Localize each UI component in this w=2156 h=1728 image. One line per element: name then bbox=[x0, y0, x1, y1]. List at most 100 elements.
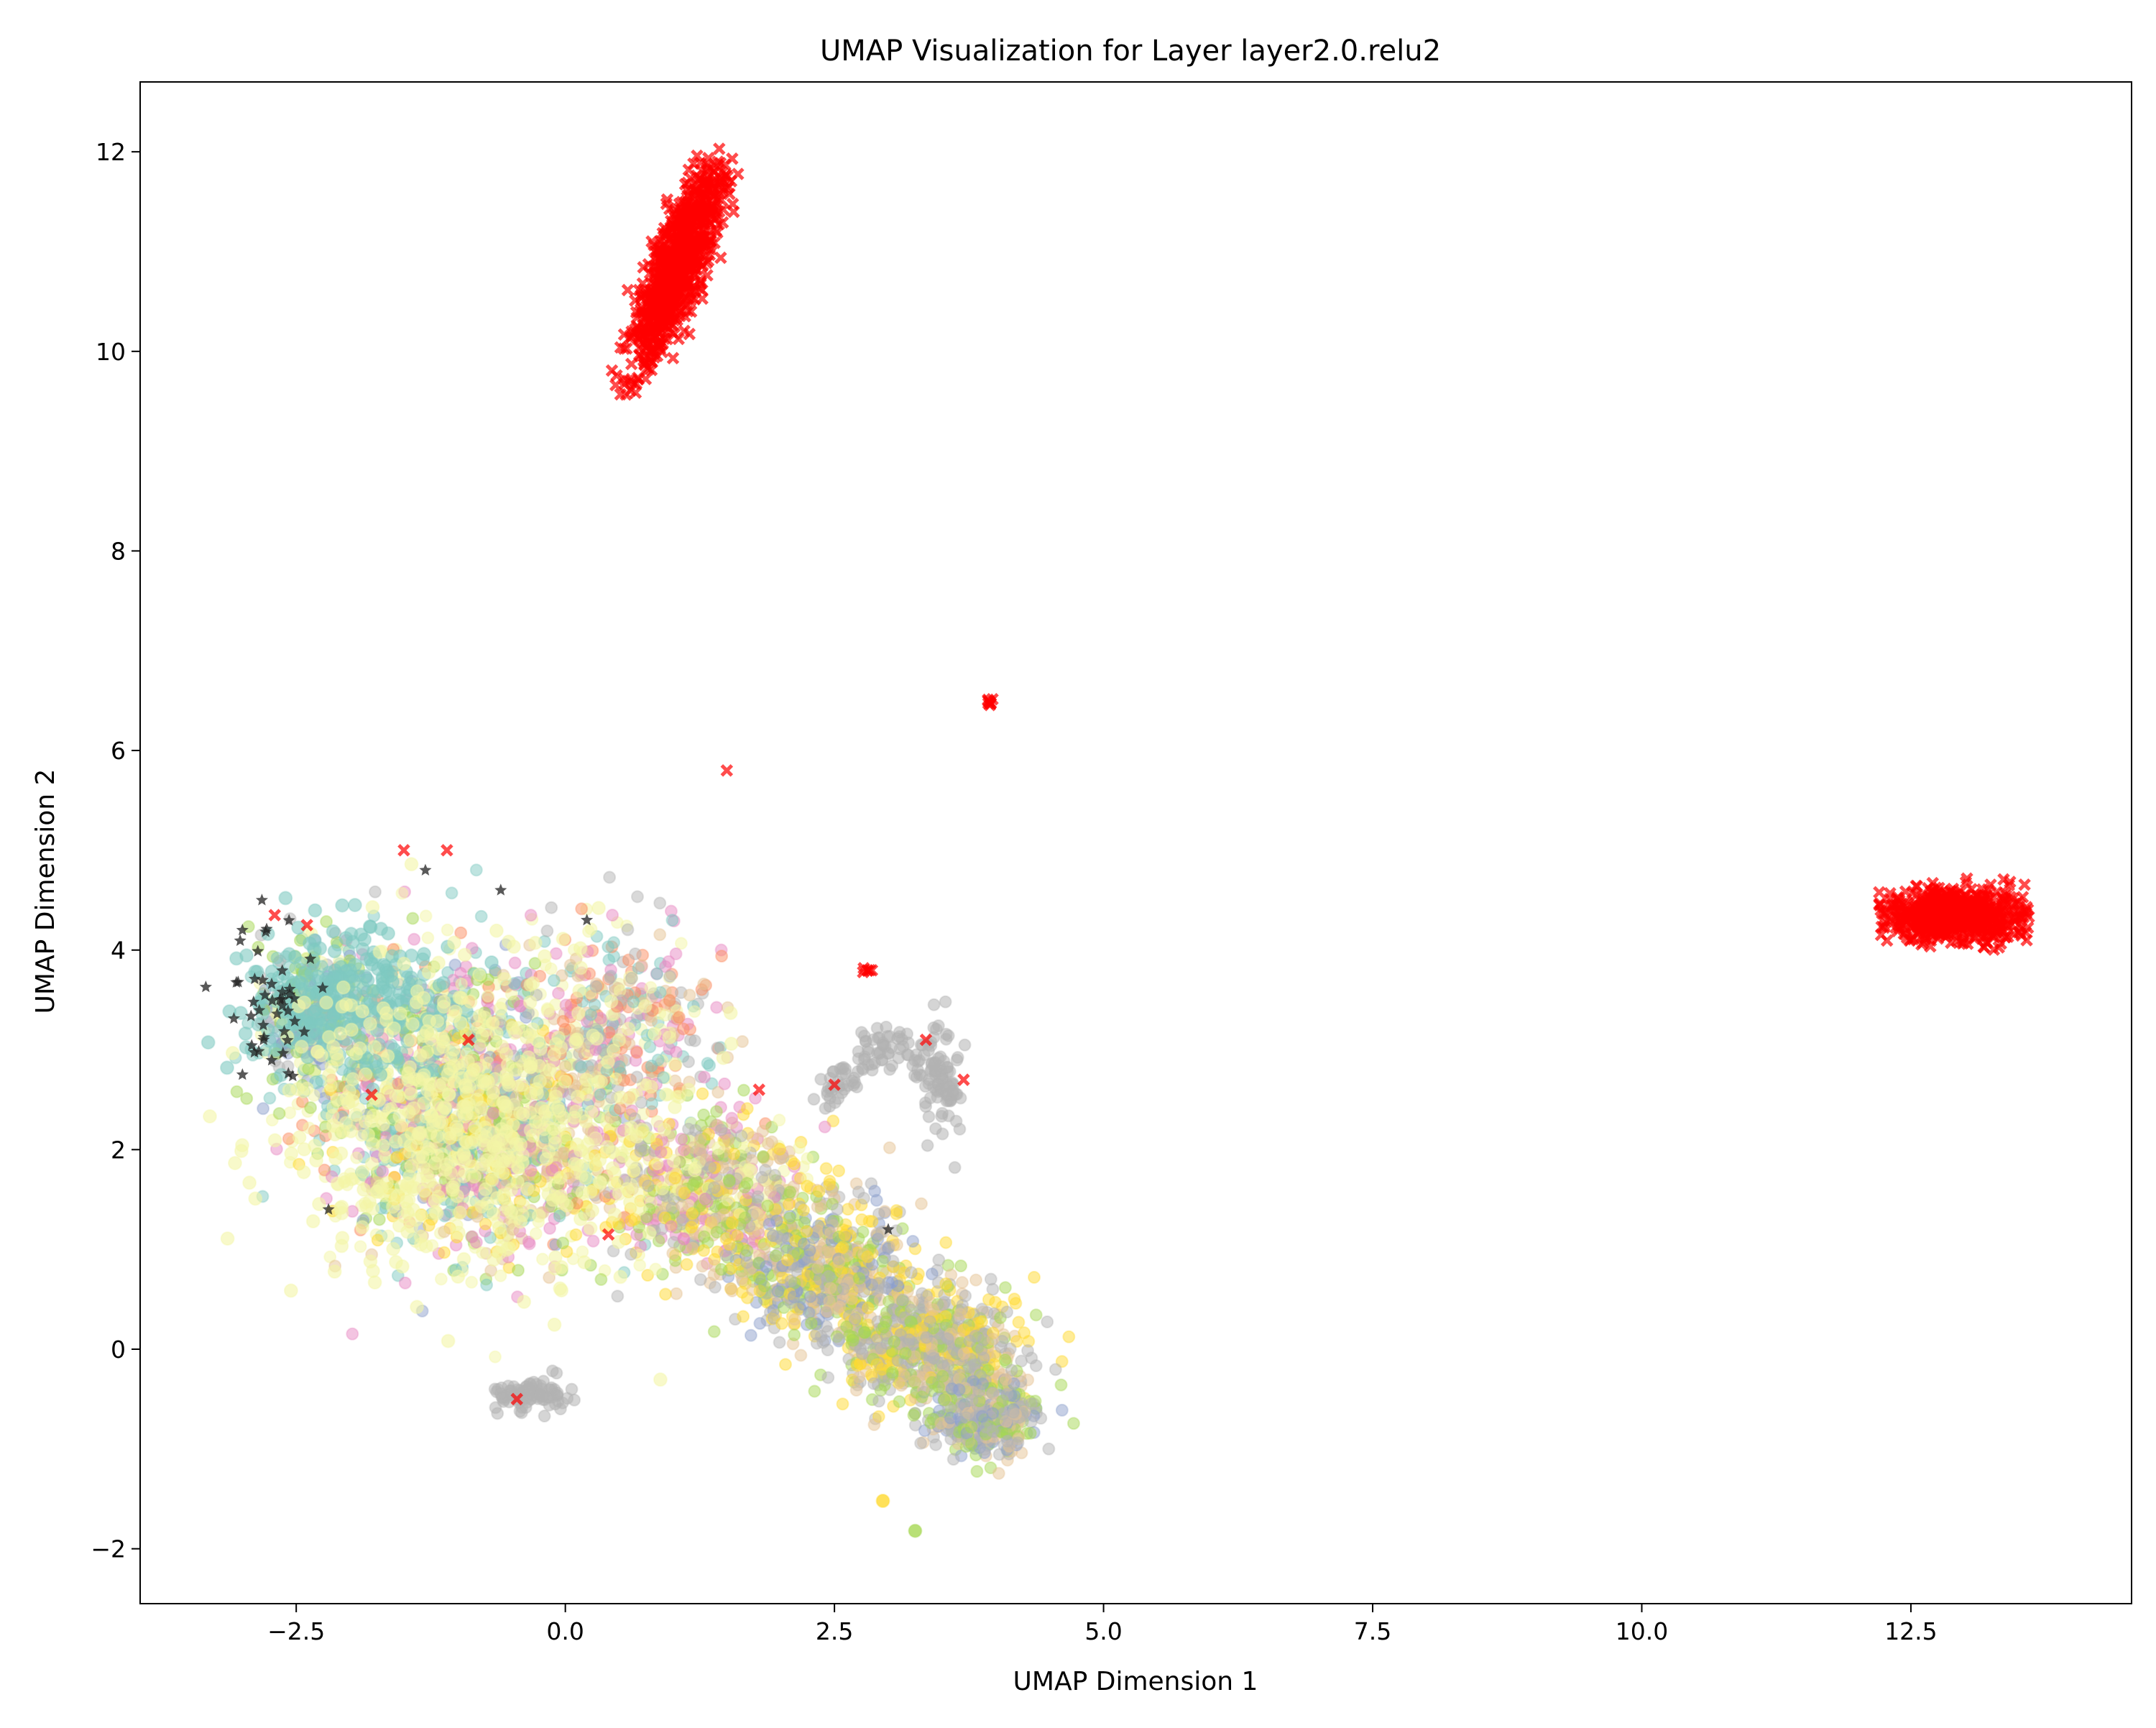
data-point bbox=[838, 1228, 852, 1241]
data-point bbox=[653, 928, 667, 942]
data-point bbox=[633, 1259, 647, 1272]
data-point bbox=[657, 1071, 671, 1084]
data-point bbox=[740, 1102, 754, 1116]
data-point bbox=[872, 1394, 885, 1408]
data-point bbox=[751, 1190, 765, 1203]
data-point bbox=[715, 950, 729, 963]
data-point bbox=[1006, 1405, 1020, 1419]
data-point bbox=[574, 1060, 588, 1074]
data-point bbox=[535, 1252, 549, 1266]
data-point bbox=[407, 932, 421, 946]
data-point bbox=[865, 1215, 879, 1228]
data-point bbox=[398, 1276, 412, 1290]
data-point bbox=[556, 1014, 570, 1028]
data-point bbox=[645, 1097, 659, 1111]
data-point bbox=[557, 1146, 571, 1159]
data-point bbox=[682, 1055, 696, 1069]
data-point bbox=[313, 941, 328, 956]
data-point bbox=[698, 1070, 711, 1084]
data-point bbox=[365, 900, 380, 915]
data-point bbox=[808, 1384, 821, 1398]
data-point bbox=[248, 1191, 263, 1206]
data-point bbox=[575, 902, 589, 916]
data-point bbox=[489, 923, 504, 938]
data-point bbox=[465, 1275, 479, 1289]
data-point bbox=[367, 1039, 382, 1054]
data-point bbox=[650, 967, 664, 980]
data-point bbox=[721, 1193, 734, 1207]
data-point bbox=[586, 1234, 600, 1248]
data-point bbox=[625, 971, 638, 985]
data-point bbox=[606, 909, 619, 922]
data-point bbox=[583, 1221, 598, 1236]
data-point bbox=[708, 1280, 722, 1294]
data-point bbox=[737, 1310, 750, 1323]
data-point bbox=[594, 1088, 607, 1101]
data-point bbox=[553, 1209, 566, 1223]
data-point bbox=[668, 1100, 682, 1115]
data-point bbox=[634, 1144, 648, 1158]
data-point bbox=[682, 1122, 695, 1136]
data-point bbox=[763, 1218, 776, 1231]
data-point bbox=[326, 924, 341, 939]
data-point bbox=[841, 1203, 854, 1216]
data-point bbox=[330, 1176, 345, 1191]
data-point bbox=[718, 1077, 732, 1090]
data-point bbox=[915, 1197, 928, 1210]
data-point bbox=[979, 1420, 992, 1434]
data-point bbox=[381, 926, 396, 941]
data-point bbox=[998, 1354, 1012, 1366]
data-point bbox=[852, 1272, 866, 1285]
data-point bbox=[697, 1244, 711, 1257]
data-point bbox=[992, 1466, 1005, 1480]
data-point bbox=[920, 1331, 934, 1344]
data-point bbox=[257, 1102, 270, 1116]
data-point bbox=[382, 1229, 395, 1243]
data-point bbox=[964, 1437, 978, 1451]
data-point bbox=[303, 1121, 316, 1135]
data-point bbox=[818, 1120, 831, 1134]
data-point bbox=[441, 923, 454, 937]
data-point bbox=[707, 1325, 721, 1338]
data-point bbox=[954, 1308, 967, 1321]
data-point bbox=[268, 1042, 283, 1057]
data-point bbox=[357, 932, 372, 947]
data-point bbox=[824, 1282, 837, 1295]
data-point bbox=[794, 1348, 808, 1362]
data-point bbox=[914, 1436, 928, 1450]
data-point bbox=[761, 1137, 775, 1150]
data-point bbox=[952, 1383, 966, 1397]
data-point bbox=[552, 987, 565, 1000]
data-point bbox=[410, 1300, 425, 1315]
data-point bbox=[630, 1046, 644, 1060]
data-point bbox=[788, 1313, 801, 1326]
data-point bbox=[941, 1332, 954, 1346]
data-point bbox=[677, 1232, 691, 1246]
data-point bbox=[740, 1244, 754, 1257]
data-point bbox=[936, 1369, 949, 1383]
data-point bbox=[848, 1313, 862, 1326]
data-point bbox=[768, 1169, 782, 1182]
data-point bbox=[642, 1179, 655, 1192]
data-point bbox=[686, 1207, 699, 1221]
data-point bbox=[395, 886, 409, 900]
data-point bbox=[753, 1317, 767, 1331]
data-point bbox=[757, 1241, 771, 1255]
data-point bbox=[358, 969, 373, 984]
data-point bbox=[327, 944, 342, 959]
data-point bbox=[775, 1317, 788, 1331]
data-point bbox=[890, 1204, 903, 1218]
data-point bbox=[906, 1234, 920, 1248]
data-point bbox=[512, 1264, 525, 1277]
data-point bbox=[821, 1371, 835, 1384]
data-point bbox=[738, 1211, 752, 1225]
data-point bbox=[346, 1327, 359, 1341]
data-point bbox=[607, 936, 621, 950]
data-point bbox=[474, 909, 488, 923]
data-point bbox=[861, 1301, 875, 1315]
data-point bbox=[703, 1059, 717, 1072]
data-point bbox=[699, 1192, 711, 1205]
data-point bbox=[975, 1410, 989, 1423]
